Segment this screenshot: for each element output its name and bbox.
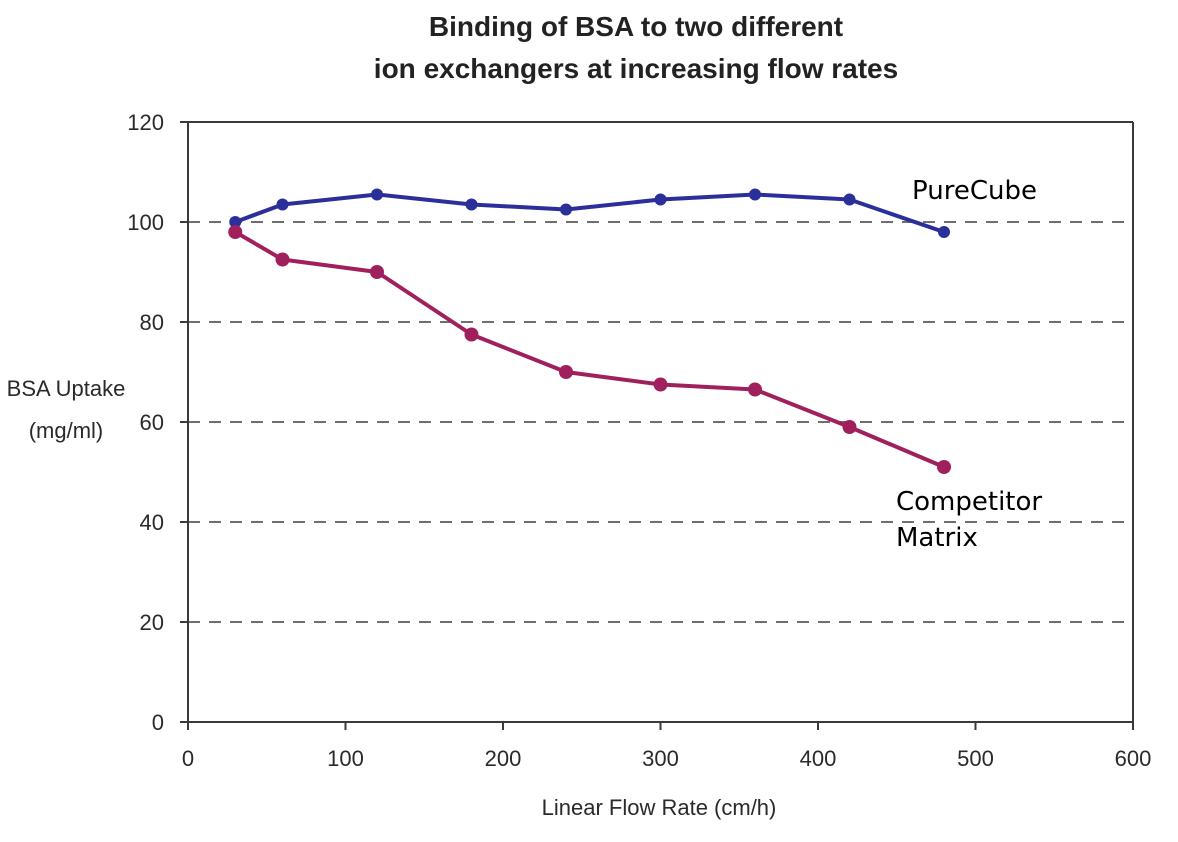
data-point-competitor-matrix <box>275 252 290 267</box>
y-axis-label-line-2: (mg/ml) <box>29 418 104 443</box>
x-tick-label: 600 <box>1115 746 1152 771</box>
data-point-purecube <box>938 226 950 238</box>
data-point-competitor-matrix <box>748 382 762 397</box>
x-tick-label: 500 <box>957 746 994 771</box>
data-point-purecube <box>749 188 761 201</box>
series-group <box>228 188 951 474</box>
data-point-competitor-matrix <box>464 327 479 342</box>
tick-labels: 0 100 200 300 400 500 600 0 20 40 60 80 100 120 <box>127 110 1151 771</box>
x-tick-label: 100 <box>327 746 364 771</box>
data-point-competitor-matrix <box>653 377 668 392</box>
y-tick-label: 20 <box>140 610 164 635</box>
series-line-purecube <box>234 192 945 234</box>
gridlines <box>188 221 1133 623</box>
data-point-competitor-matrix <box>842 420 857 434</box>
series-label-competitor-line-1: Competitor <box>896 487 1042 517</box>
data-point-purecube <box>229 216 242 228</box>
series-label-purecube: PureCube <box>912 176 1037 206</box>
series-label-competitor-line-2: Matrix <box>896 523 978 553</box>
y-tick-label: 0 <box>152 710 164 735</box>
data-point-purecube <box>560 203 572 216</box>
chart-title-line-1: Binding of BSA to two different <box>429 11 843 42</box>
x-tick-label: 400 <box>800 746 837 771</box>
y-tick-label: 40 <box>140 510 164 535</box>
data-point-purecube <box>371 188 383 201</box>
axes <box>180 121 1134 730</box>
x-tick-label: 0 <box>182 746 194 771</box>
data-point-competitor-matrix <box>937 460 951 474</box>
y-axis-label-line-1: BSA Uptake <box>7 376 126 401</box>
y-tick-label: 120 <box>127 110 164 135</box>
data-point-competitor-matrix <box>228 225 243 239</box>
series-competitor-matrix <box>228 225 951 474</box>
chart-title-line-2: ion exchangers at increasing flow rates <box>374 53 898 84</box>
y-tick-label: 60 <box>140 410 164 435</box>
x-tick-label: 300 <box>642 746 679 771</box>
data-point-purecube <box>843 193 856 206</box>
x-axis-label: Linear Flow Rate (cm/h) <box>542 795 777 820</box>
series-line-competitor-matrix <box>234 230 945 469</box>
data-point-purecube <box>654 193 667 206</box>
y-tick-label: 80 <box>140 310 164 335</box>
data-point-purecube <box>276 198 289 211</box>
data-point-competitor-matrix <box>370 265 384 279</box>
data-point-purecube <box>465 198 478 211</box>
data-point-competitor-matrix <box>559 365 573 379</box>
x-tick-label: 200 <box>485 746 522 771</box>
series-purecube <box>229 188 950 238</box>
y-tick-label: 100 <box>127 210 164 235</box>
